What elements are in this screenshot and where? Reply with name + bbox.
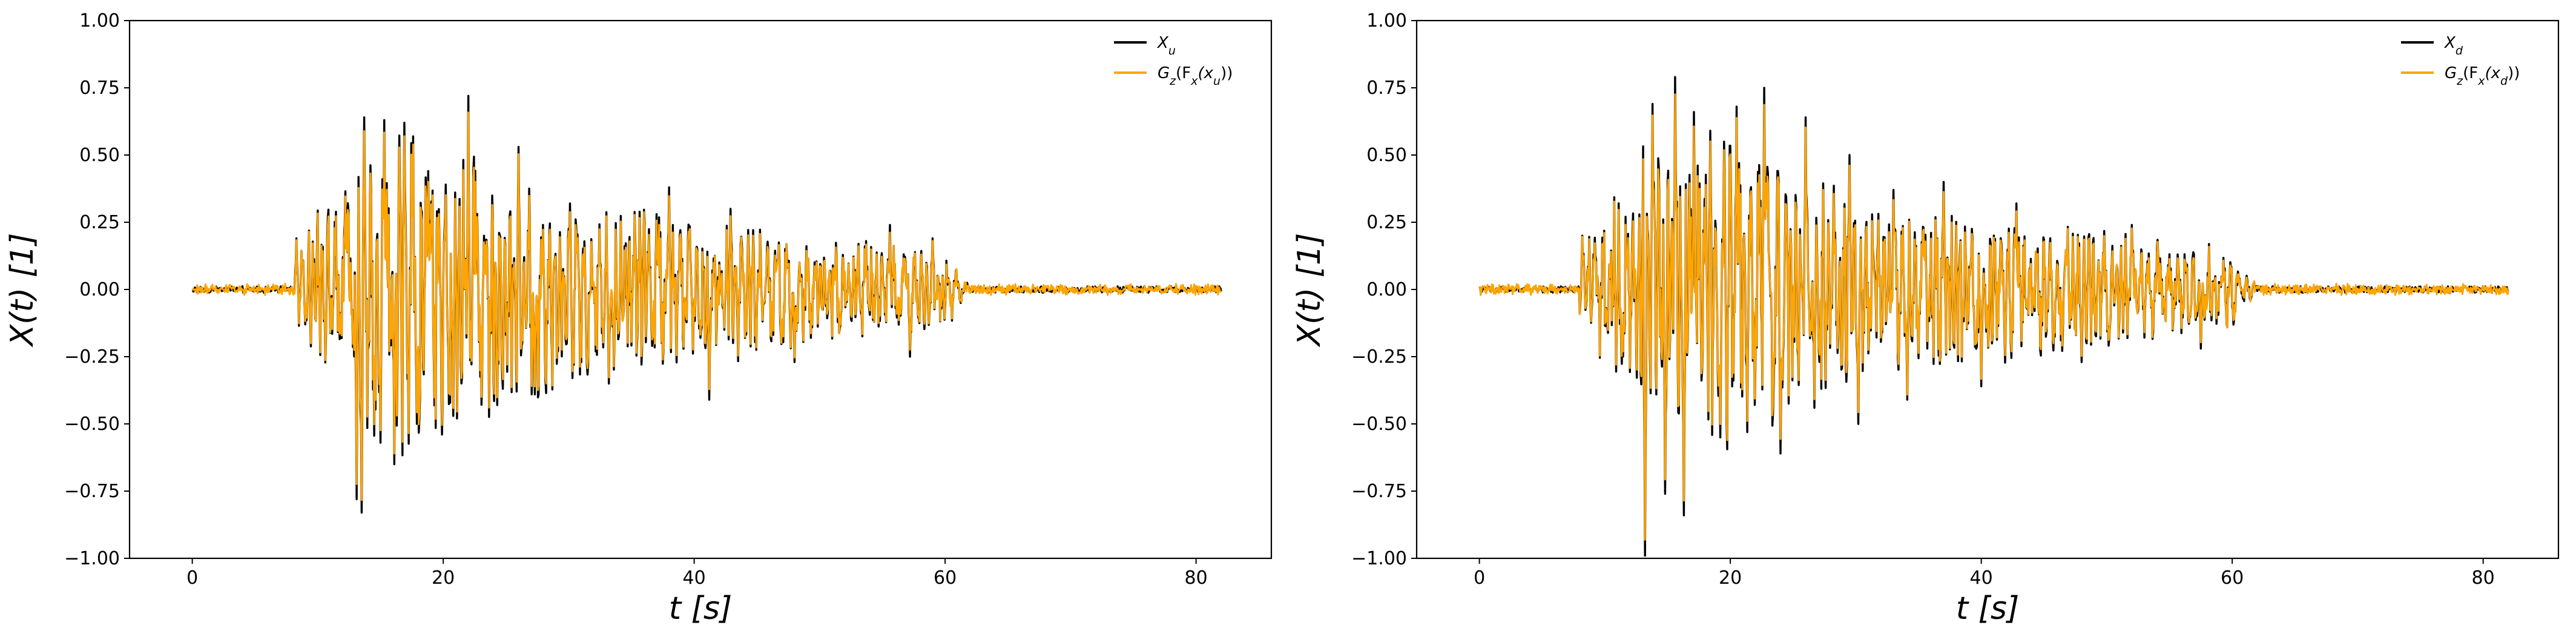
y-tick-label: −0.75 [1351,481,1407,502]
x-tick-label: 80 [1185,567,1208,589]
x-tick-label: 20 [1719,567,1742,589]
series-line-reconstruction [1478,93,2509,541]
y-tick-label: −0.50 [1351,414,1407,435]
series-line-reconstruction [191,111,1222,501]
y-tick-label: 0.75 [1366,78,1407,99]
x-tick-label: 80 [2472,567,2495,589]
chart-panel-left: 0 20 40 60 80 −1.00 −0.75 −0.50 −0.25 0.00 0.25 0.5… [4,10,1273,627]
legend: Xu Gz(Fx(xu)) [1114,34,1233,88]
x-axis-label: t [s] [1956,590,2020,627]
x-tick-label: 0 [186,567,198,589]
y-tick-label: 1.00 [1366,10,1407,31]
x-tick-label: 60 [2221,567,2244,589]
x-tick-label: 40 [683,567,706,589]
chart-panel-right: 0 20 40 60 80 −1.00 −0.75 −0.50 −0.25 0.00 0.25 0.5… [1291,10,2560,627]
x-tick-label: 40 [1970,567,1993,589]
y-tick-label: 0.50 [1366,145,1407,166]
legend-label: Gz(Fx(xd)) [2445,64,2520,88]
y-tick-label: −0.75 [64,481,120,502]
x-axis-label: t [s] [669,590,733,627]
y-tick-label: 0.00 [1366,279,1407,300]
legend: Xd Gz(Fx(xd)) [2401,34,2520,88]
y-tick-label: 1.00 [79,10,120,31]
legend-label: Gz(Fx(xu)) [1158,64,1233,88]
legend-label: Xu [1156,34,1176,58]
y-tick-label: −0.25 [64,346,120,368]
x-tick-label: 20 [432,567,455,589]
y-tick-label: 0.25 [79,212,120,233]
y-tick-label: −0.50 [64,414,120,435]
y-tick-label: −0.25 [1351,346,1407,368]
y-tick-label: 0.00 [79,279,120,300]
legend-label: Xd [2443,34,2463,58]
y-axis-label: X(t) [1] [4,233,41,348]
y-axis-label: X(t) [1] [1291,233,1328,348]
x-tick-label: 0 [1474,567,1485,589]
y-tick-label: 0.50 [79,145,120,166]
x-tick-label: 60 [934,567,957,589]
y-tick-label: 0.75 [79,78,120,99]
y-tick-label: −1.00 [1351,548,1407,569]
y-tick-label: 0.25 [1366,212,1407,233]
y-tick-label: −1.00 [64,548,120,569]
